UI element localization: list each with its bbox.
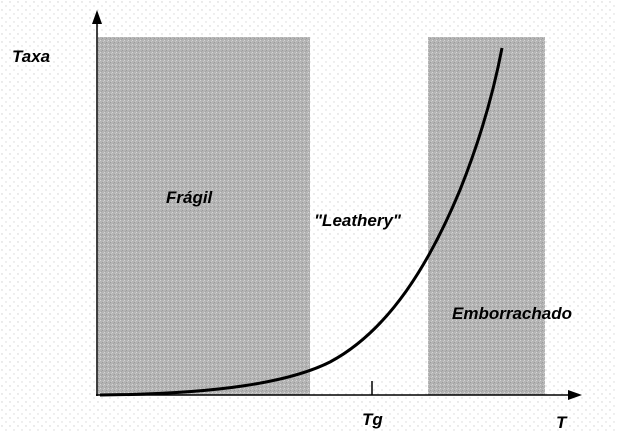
region-fragil <box>98 37 310 395</box>
y-axis-label: Taxa <box>12 47 50 66</box>
region-label: Frágil <box>166 188 214 207</box>
region-label: "Leathery" <box>314 211 402 230</box>
x-tick-label: Tg <box>362 410 383 429</box>
region-emborrachado <box>428 37 545 395</box>
y-axis-arrow <box>92 10 102 24</box>
x-axis-arrow <box>568 390 582 400</box>
rate-curve <box>99 47 504 397</box>
region-label: Emborrachado <box>452 304 572 323</box>
x-axis-label: T <box>556 413 568 432</box>
